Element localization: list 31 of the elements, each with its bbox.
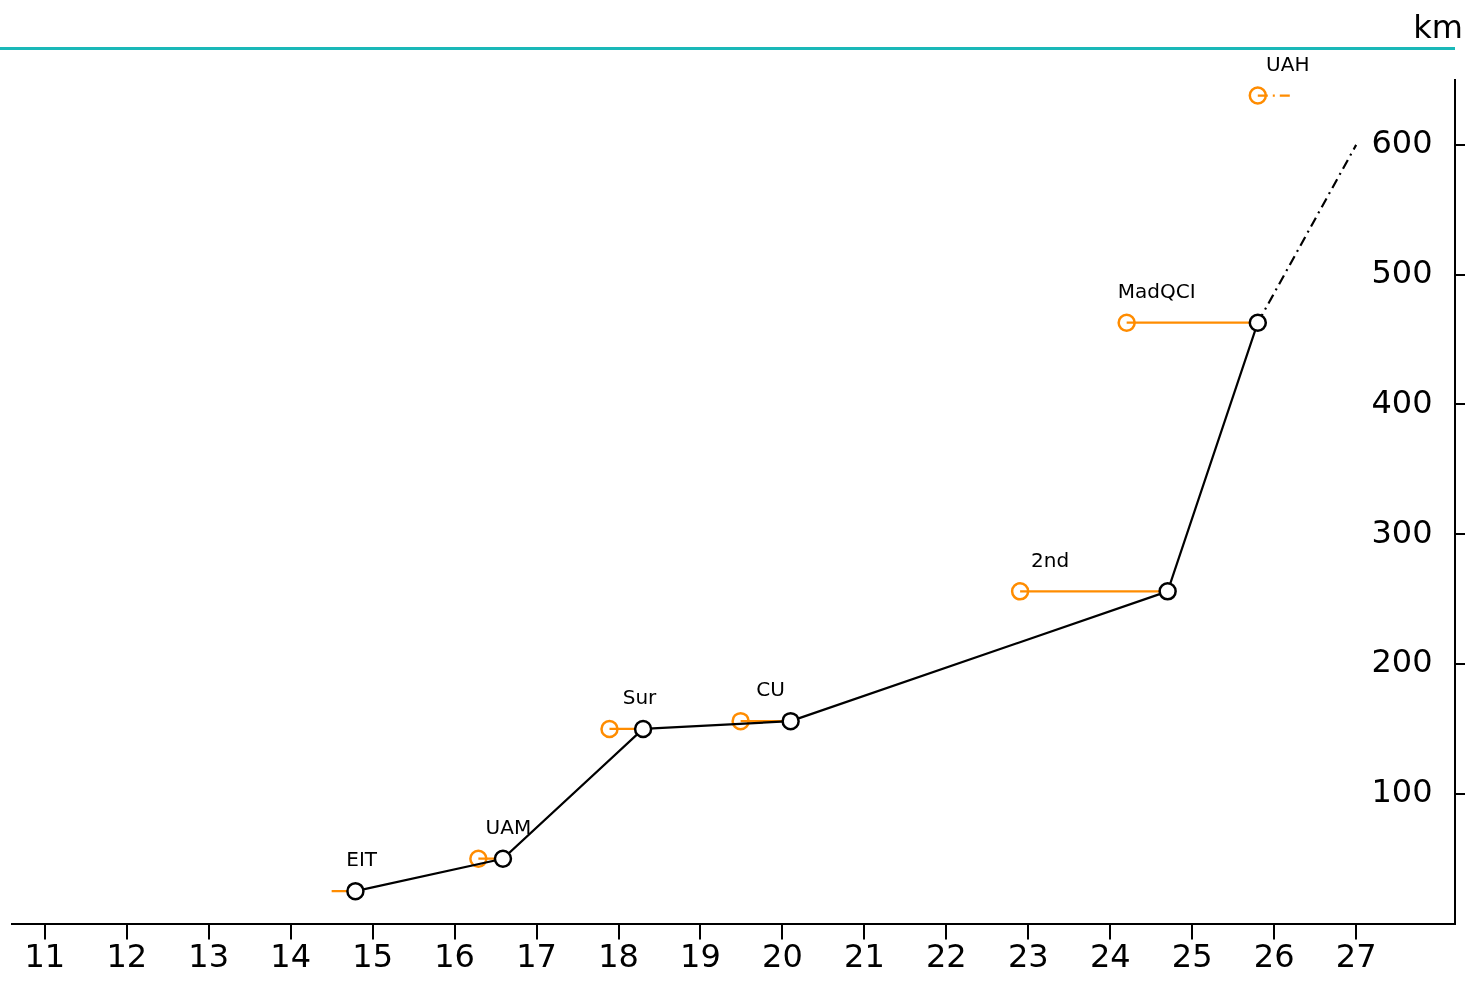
x-tick-label: 19 [680, 937, 721, 976]
x-tick-label: 14 [270, 937, 312, 976]
x-tick-label: 25 [1171, 937, 1213, 976]
annotation: Sur [622, 685, 658, 710]
y-axis-title: km [1413, 8, 1463, 46]
annotation: MadQCI [1117, 278, 1196, 303]
x-tick-label: 12 [106, 937, 148, 976]
x-tick-label: 17 [516, 937, 557, 976]
x-tick-label: 15 [352, 937, 393, 976]
x-tick-label: 27 [1335, 937, 1377, 976]
annotation: UAM [485, 814, 532, 839]
x-tick-label: 13 [188, 937, 230, 976]
y-tick-label: 100 [1371, 772, 1433, 811]
x-tick-label: 21 [844, 937, 885, 976]
x-tick-label: 26 [1253, 937, 1295, 976]
x-tick-label: 11 [24, 937, 66, 976]
y-tick-label: 400 [1371, 382, 1433, 421]
x-tick-label: 18 [598, 937, 639, 976]
y-tick-label: 500 [1371, 252, 1433, 291]
x-tick-label: 22 [925, 937, 967, 976]
x-tick-label: 16 [434, 937, 475, 976]
annotation: CU [756, 677, 785, 702]
x-tick-label: 23 [1007, 937, 1049, 976]
x-tick-label: 24 [1089, 937, 1131, 976]
annotation: UAH [1266, 51, 1310, 76]
y-tick-label: 300 [1371, 512, 1433, 551]
x-tick-label: 20 [762, 937, 803, 976]
annotation: EIT [346, 847, 378, 872]
y-tick-label: 600 [1371, 123, 1433, 162]
y-tick-label: 200 [1371, 642, 1433, 681]
annotation: 2nd [1031, 547, 1070, 572]
